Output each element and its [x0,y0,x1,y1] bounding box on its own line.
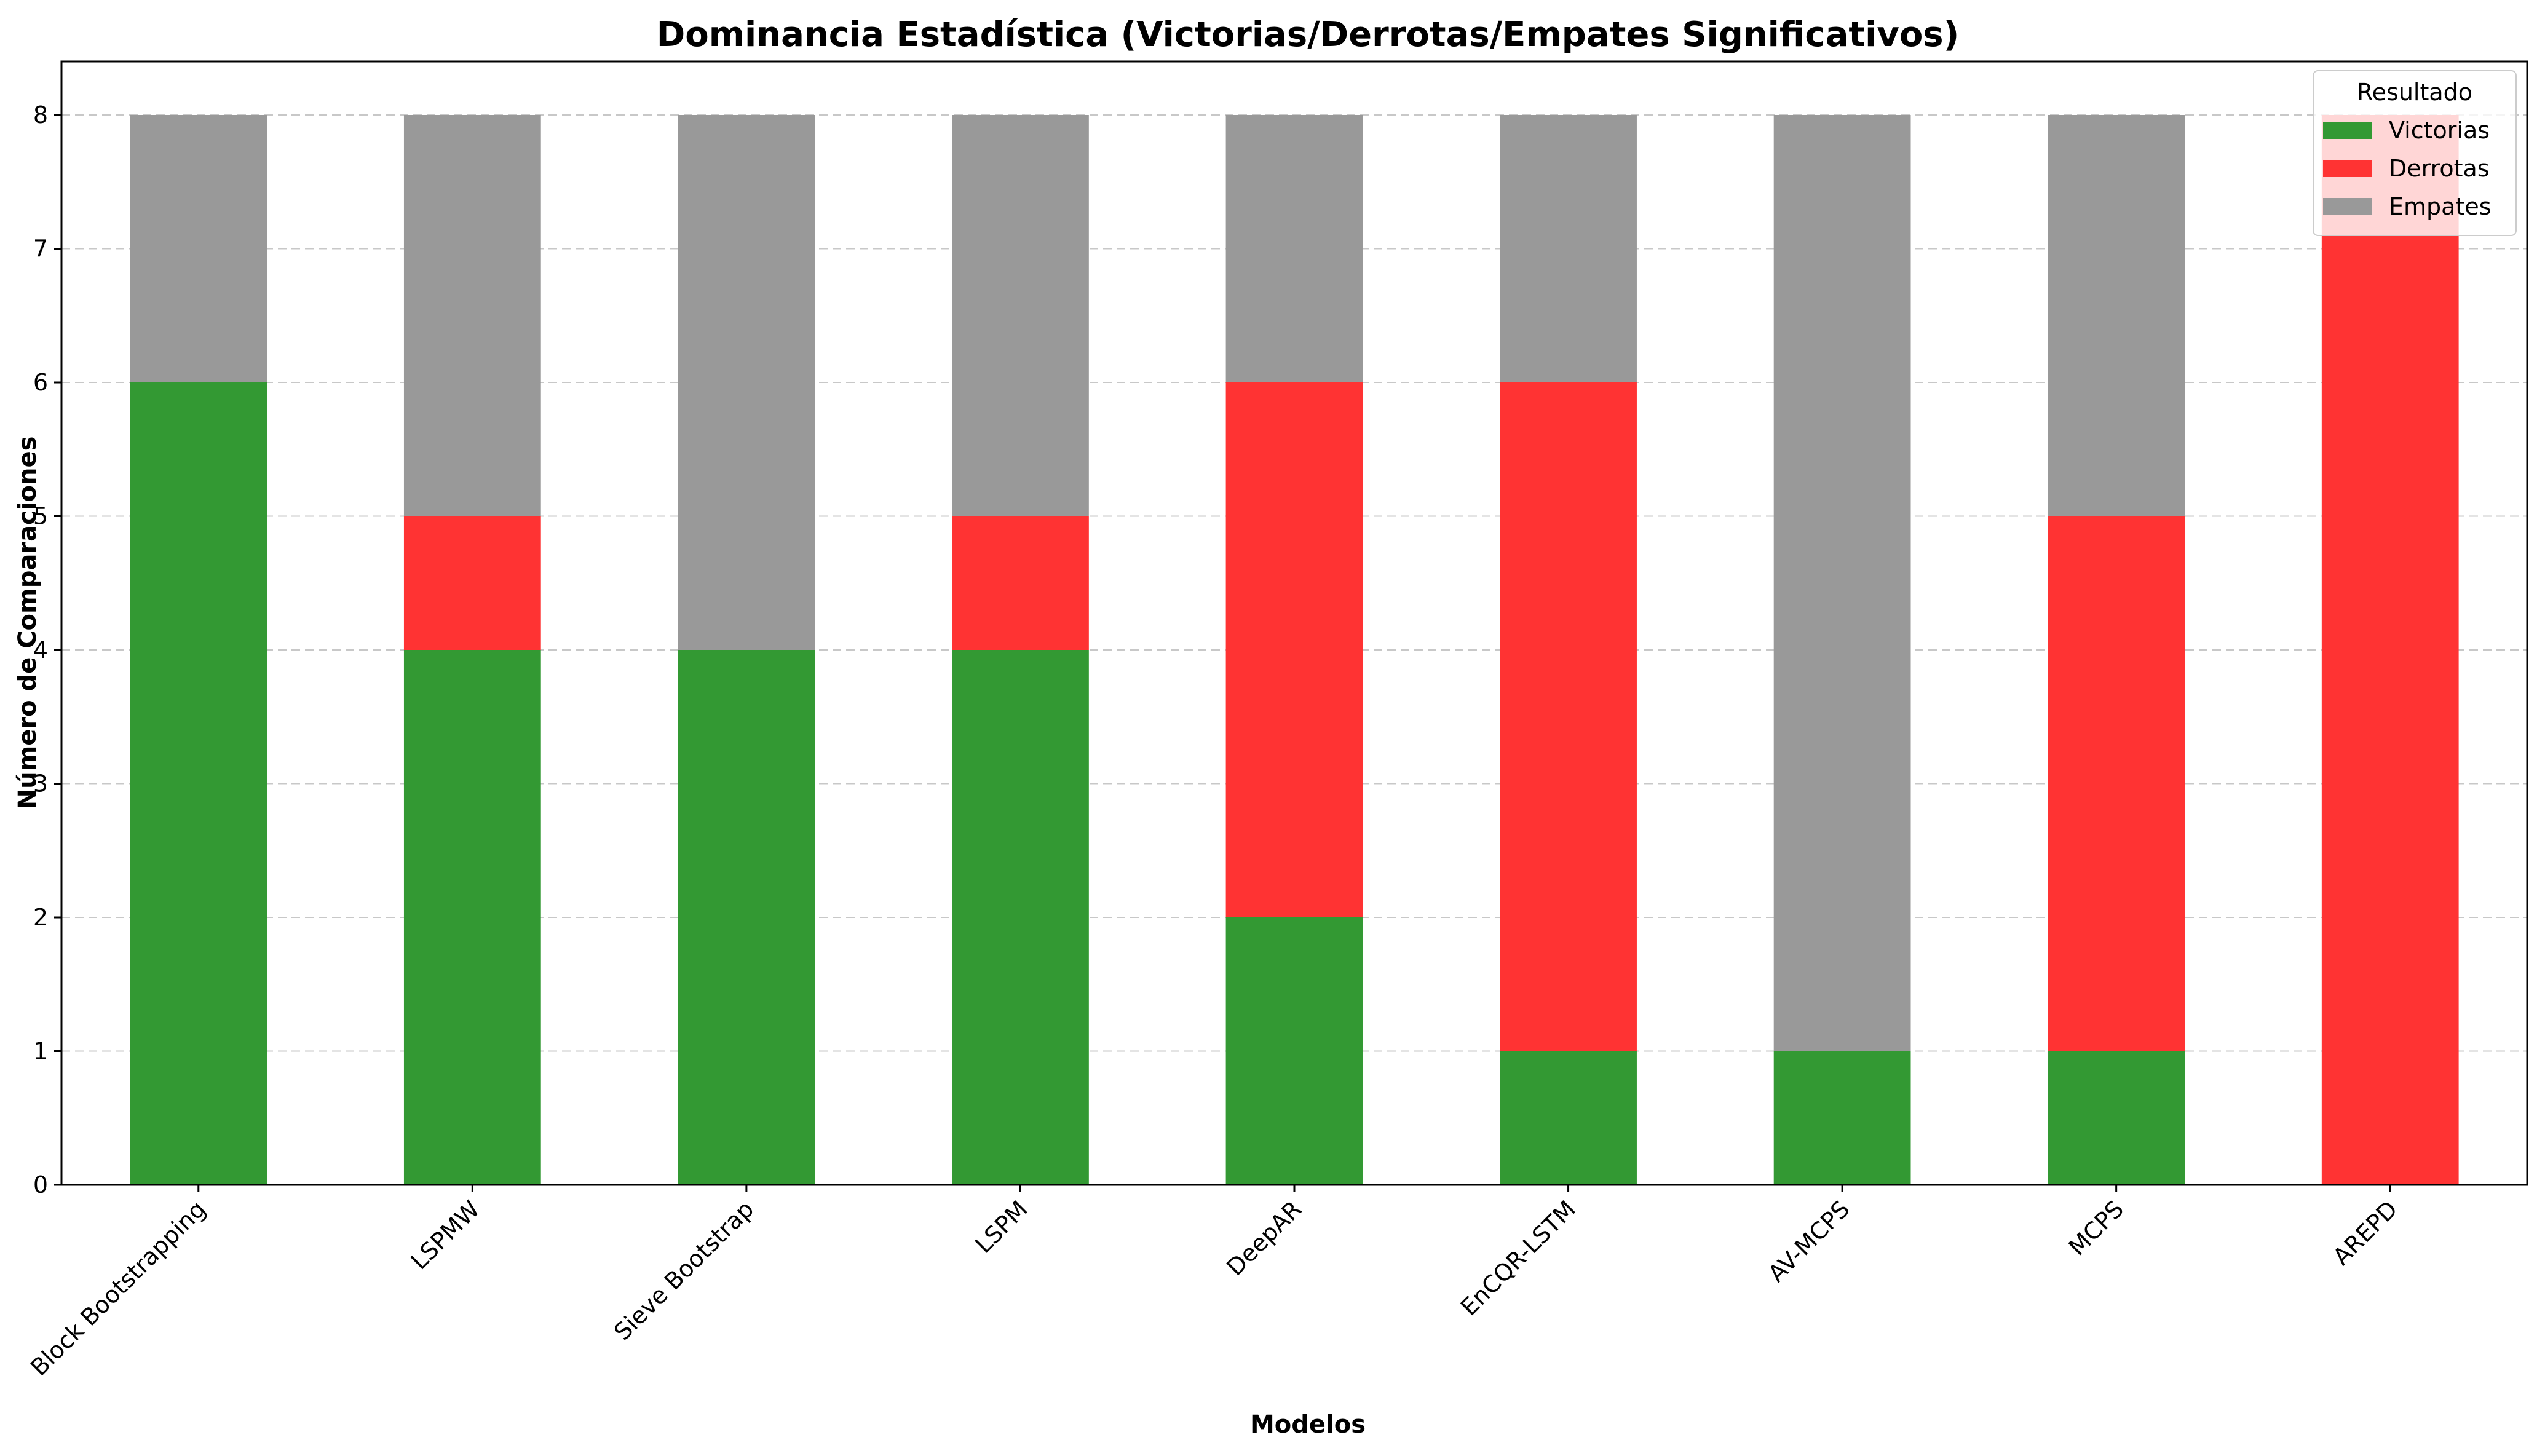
y-tick-label: 2 [33,904,48,931]
y-tick-label: 8 [33,101,48,129]
bar-segment-victorias [1773,1051,1911,1185]
chart-title: Dominancia Estadística (Victorias/Derrot… [657,15,1959,55]
bar-segment-empates [1773,115,1911,1051]
bar-segment-derrotas [1225,382,1363,917]
bar-segment-derrotas [403,516,541,650]
legend-label-victorias: Victorias [2389,117,2490,144]
bar-segment-derrotas [952,516,1089,650]
y-tick-label: 3 [33,770,48,797]
x-tick-label: Block Bootstrapping [25,1195,211,1381]
bar-segment-empates [678,115,815,650]
x-tick-label: MCPS [2064,1195,2129,1260]
x-tick-label: AREPD [2328,1195,2403,1270]
x-axis-label: Modelos [1250,1410,1366,1439]
y-tick-label: 7 [33,235,48,263]
bar-segment-empates [1500,115,1637,382]
bar-segment-empates [130,115,267,382]
legend-swatch-victorias [2323,122,2372,139]
bars [130,115,2459,1185]
y-axis-ticks: 0 1 2 3 4 5 6 7 8 [33,101,61,1198]
y-tick-label: 4 [33,636,48,663]
bar-segment-victorias [1225,917,1363,1185]
x-tick-label: DeepAR [1221,1195,1307,1281]
legend-swatch-empates [2323,198,2372,215]
bar-segment-empates [403,115,541,516]
y-axis-label: Número de Comparaciones [14,437,42,810]
bar-segment-empates [952,115,1089,516]
bar-segment-victorias [2048,1051,2185,1185]
bar-segment-victorias [678,650,815,1185]
legend-label-empates: Empates [2389,193,2492,220]
bar-segment-empates [1225,115,1363,382]
bar-segment-victorias [952,650,1089,1185]
legend: Resultado Victorias Derrotas Empates [2313,70,2517,236]
bar-segment-victorias [130,382,267,1185]
bar-segment-derrotas [1500,382,1637,1051]
bar-segment-empates [2048,115,2185,516]
legend-title: Resultado [2357,79,2472,106]
bar-segment-victorias [1500,1051,1637,1185]
legend-label-derrotas: Derrotas [2389,155,2490,182]
legend-swatch-derrotas [2323,160,2372,177]
x-tick-label: LSPM [970,1195,1033,1259]
x-axis-ticks: Block Bootstrapping LSPMW Sieve Bootstrap L… [25,1185,2403,1381]
bar-segment-derrotas [2048,516,2185,1051]
x-tick-label: Sieve Bootstrap [609,1195,759,1345]
y-tick-label: 5 [33,503,48,530]
bar-segment-victorias [403,650,541,1185]
x-tick-label: EnCQR-LSTM [1455,1195,1581,1321]
y-tick-label: 0 [33,1171,48,1198]
x-tick-label: AV-MCPS [1763,1195,1854,1287]
y-tick-label: 1 [33,1038,48,1065]
x-tick-label: LSPMW [406,1195,485,1275]
bar-segment-derrotas [2321,115,2459,1185]
legend-box [2313,70,2517,236]
y-tick-label: 6 [33,369,48,396]
